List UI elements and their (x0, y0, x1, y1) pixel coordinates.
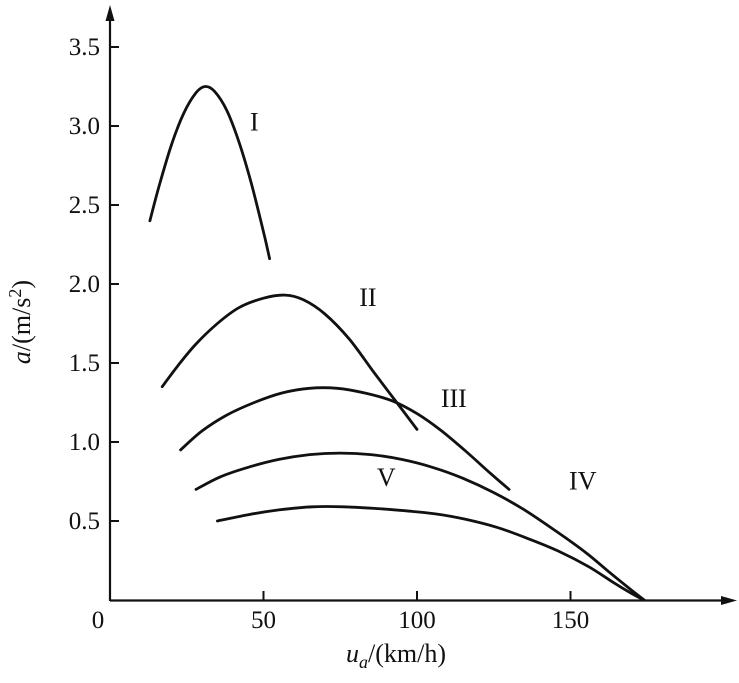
y-axis-title: a/(m/s2) (5, 280, 36, 364)
y-axis-arrowhead (105, 5, 115, 21)
curve-label-II: II (359, 283, 376, 312)
x-tick-label-150: 150 (552, 607, 590, 634)
y-tick-label-3.5: 3.5 (69, 34, 100, 61)
curve-III (179, 386, 511, 491)
x-axis-arrowhead (721, 596, 737, 605)
y-tick-label-3.0: 3.0 (69, 113, 100, 140)
curve-II (160, 293, 419, 431)
y-tick-label-2.0: 2.0 (69, 271, 100, 298)
y-tick-label-2.5: 2.5 (69, 192, 100, 219)
x-tick-label-50: 50 (251, 607, 276, 634)
y-tick-label-0.5: 0.5 (69, 508, 100, 535)
y-tick-label-1.5: 1.5 (69, 350, 100, 377)
x-axis-title: ua/(km/h) (346, 639, 446, 672)
y-tick-label-1.0: 1.0 (69, 429, 100, 456)
curve-label-I: I (250, 108, 259, 137)
curve-I (148, 85, 271, 261)
curve-label-IV: IV (569, 466, 597, 495)
curve-label-III: III (441, 384, 467, 413)
x-tick-label-100: 100 (398, 607, 436, 634)
curve-V (216, 505, 646, 602)
origin-label: 0 (92, 607, 105, 634)
curve-label-V: V (377, 463, 396, 492)
curve-IV (194, 451, 646, 602)
